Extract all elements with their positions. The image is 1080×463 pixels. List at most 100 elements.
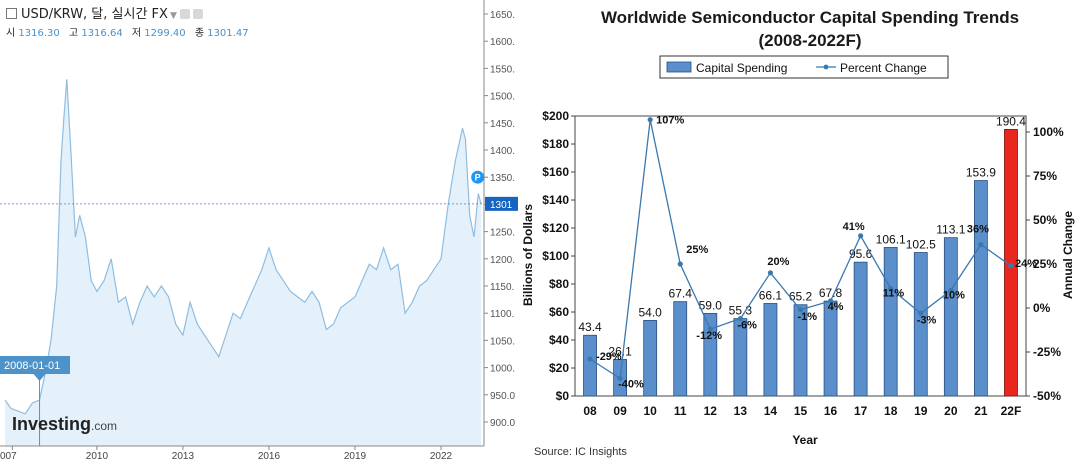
percent-change-point: [978, 242, 984, 248]
close-icon[interactable]: [192, 9, 203, 19]
bar: [913, 252, 928, 397]
bar: [763, 303, 778, 397]
close-label: 종: [194, 28, 205, 39]
x-tick-label: 10: [643, 404, 657, 418]
x-tick-label: 12: [704, 404, 718, 418]
y-tick-label: $160: [542, 165, 569, 179]
bar: [1004, 129, 1018, 397]
x-axis-title: Year: [792, 433, 818, 447]
chart-subtitle: (2008-2022F): [758, 31, 861, 50]
legend-item-percent-change: Percent Change: [840, 61, 927, 75]
bar: [643, 319, 658, 397]
legend-swatch-bar: [666, 61, 692, 73]
x-tick-label: 007: [0, 451, 17, 462]
bar-value-label: 55.3: [729, 304, 753, 318]
x-tick-label: 20: [944, 404, 958, 418]
semiconductor-panel: Worldwide Semiconductor Capital Spending…: [520, 0, 1080, 463]
bar-value-label: 67.8: [819, 286, 843, 300]
x-tick-label: 2013: [172, 451, 195, 462]
bar: [823, 300, 838, 397]
bar-value-label: 54.0: [638, 305, 662, 319]
ohlc-readout: 시 1316.30 고 1316.64 저 1299.40 종 1301.47: [6, 24, 255, 39]
current-price-tag: [485, 196, 518, 211]
bar-value-label: 66.1: [759, 288, 783, 302]
percent-change-label: -40%: [618, 378, 644, 390]
date-marker-box: [0, 356, 70, 374]
date-marker-label: 2008-01-01: [4, 360, 60, 372]
percent-change-label: -12%: [696, 330, 722, 342]
x-tick-label: 2022: [430, 451, 453, 462]
percent-change-point: [647, 117, 653, 123]
bar: [853, 261, 868, 397]
bar-value-label: 153.9: [966, 166, 996, 180]
percent-change-label: 10%: [943, 289, 965, 301]
y2-tick-label: 0%: [1033, 301, 1051, 315]
percent-change-label: -29%: [596, 351, 622, 363]
percent-change-label: 20%: [767, 256, 789, 268]
x-tick-label: 13: [734, 404, 748, 418]
x-tick-label: 11: [674, 404, 687, 418]
x-tick-label: 09: [613, 404, 627, 418]
percent-change-label: -1%: [798, 311, 818, 323]
bar-value-label: 102.5: [906, 238, 936, 252]
percent-change-point: [918, 310, 924, 316]
collapse-icon[interactable]: [6, 8, 17, 19]
source-note: Source: IC Insights: [534, 446, 627, 458]
investing-logo: Investing.com: [12, 414, 117, 434]
x-tick-label: 18: [884, 404, 898, 418]
x-tick-label: 21: [974, 404, 988, 418]
percent-change-point: [707, 326, 713, 332]
current-price-label: 1301: [490, 200, 513, 211]
y-tick-label: $180: [542, 137, 569, 151]
y-tick-label: 1200.: [490, 255, 515, 266]
settings-icon[interactable]: [179, 9, 190, 19]
percent-change-label: 36%: [967, 224, 989, 236]
pattern-badge-label: P: [475, 173, 481, 183]
percent-change-label: 41%: [843, 221, 865, 233]
y-tick-label: $20: [549, 361, 569, 375]
chart-title: Worldwide Semiconductor Capital Spending…: [601, 8, 1019, 27]
low-value: 1299.40: [144, 28, 186, 39]
x-tick-label: 17: [854, 404, 868, 418]
x-tick-label: 15: [794, 404, 808, 418]
bar: [793, 304, 808, 397]
percent-change-point: [587, 356, 593, 362]
y-tick-label: $0: [556, 389, 570, 403]
capex-chart: Worldwide Semiconductor Capital Spending…: [521, 8, 1075, 458]
y-tick-label: 1100.: [490, 309, 514, 320]
bar-value-label: 59.0: [699, 298, 723, 312]
percent-change-point: [948, 287, 954, 293]
percent-change-label: 25%: [686, 244, 708, 256]
y2-tick-label: 100%: [1033, 125, 1064, 139]
y-tick-label: $100: [542, 249, 569, 263]
bar-value-label: 113.1: [936, 223, 965, 237]
chart-header: USD/KRW, 달, 실시간 FX ▼: [6, 3, 203, 22]
y-tick-label: 1400.: [490, 146, 515, 157]
price-area-fill: [5, 79, 482, 447]
low-label: 저: [131, 28, 142, 39]
chevron-down-icon[interactable]: ▼: [169, 11, 177, 21]
y2-tick-label: 75%: [1033, 169, 1057, 183]
percent-change-point: [888, 286, 894, 292]
symbol-title: USD/KRW, 달, 실시간 FX: [21, 7, 168, 22]
y-tick-label: 1050.: [490, 336, 515, 347]
percent-change-point: [617, 375, 623, 381]
y2-axis-title: Annual Change: [1061, 211, 1075, 299]
high-value: 1316.64: [81, 28, 123, 39]
y-tick-label: $120: [542, 221, 569, 235]
bar: [973, 180, 988, 397]
bar: [673, 301, 688, 397]
y-tick-label: 900.0: [490, 418, 515, 429]
percent-change-label: 24%: [1015, 258, 1037, 270]
percent-change-label: -6%: [737, 320, 757, 332]
y2-tick-label: -25%: [1033, 345, 1061, 359]
usd-krw-panel: USD/KRW, 달, 실시간 FX ▼ 시 1316.30 고 1316.64 …: [0, 0, 520, 463]
y2-tick-label: 25%: [1033, 257, 1057, 271]
y-tick-label: $140: [542, 193, 569, 207]
x-tick-label: 08: [583, 404, 597, 418]
percent-change-label: 11%: [883, 288, 905, 300]
y-tick-label: $60: [549, 305, 569, 319]
price-chart[interactable]: 1650.1600.1550.1500.1450.1400.1350.1300.…: [0, 0, 520, 463]
y-tick-label: 1150.: [490, 282, 514, 293]
bar-value-label: 26.1: [608, 344, 632, 358]
